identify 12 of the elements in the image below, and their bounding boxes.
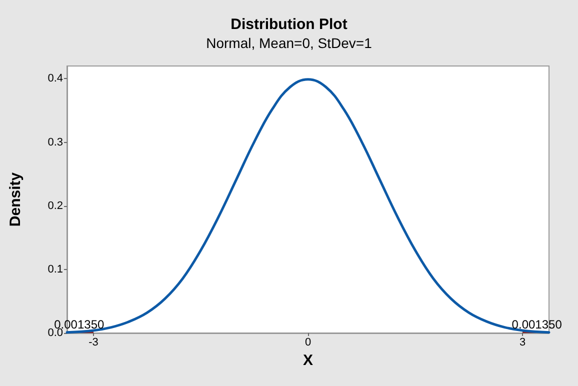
x-tick-label: 3 xyxy=(519,336,526,348)
chart-title: Distribution Plot xyxy=(230,16,348,33)
y-tick-label: 0.3 xyxy=(48,136,63,148)
y-axis-title: Density xyxy=(7,172,24,227)
y-tick-label: 0.1 xyxy=(48,263,63,276)
y-tick-label: 0.0 xyxy=(48,327,63,339)
chart-subtitle: Normal, Mean=0, StDev=1 xyxy=(206,35,372,51)
x-axis-title: X xyxy=(302,352,314,369)
x-tick-label: -3 xyxy=(88,336,98,348)
y-tick-label: 0.2 xyxy=(48,200,63,212)
x-tick-label: 0 xyxy=(304,336,312,348)
y-tick-label: 0.4 xyxy=(48,72,63,85)
